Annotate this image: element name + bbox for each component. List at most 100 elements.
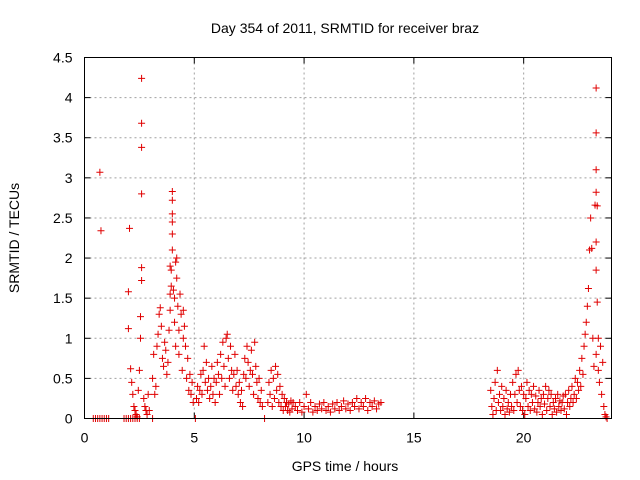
data-point xyxy=(183,374,191,382)
data-point xyxy=(157,322,165,330)
data-point xyxy=(276,382,284,390)
data-point xyxy=(526,406,534,414)
data-point xyxy=(250,390,258,398)
data-point xyxy=(532,392,540,400)
data-point xyxy=(151,390,159,398)
y-tick-label: 4 xyxy=(65,90,73,106)
data-point xyxy=(221,382,229,390)
data-point xyxy=(593,298,601,306)
data-point xyxy=(212,378,220,386)
chart-title: Day 354 of 2011, SRMTID for receiver bra… xyxy=(211,20,479,36)
data-point xyxy=(201,378,209,386)
x-tick-label: 15 xyxy=(406,430,422,446)
data-point xyxy=(560,405,568,413)
y-axis-label: SRMTID / TECUs xyxy=(6,183,22,293)
data-point xyxy=(313,406,321,414)
data-point xyxy=(240,370,248,378)
y-tick-label: 4.5 xyxy=(53,50,73,66)
data-point xyxy=(211,398,219,406)
data-point xyxy=(362,394,370,402)
data-point xyxy=(166,306,174,314)
data-point xyxy=(124,325,132,333)
data-point xyxy=(270,394,278,402)
y-tick-label: 2.5 xyxy=(53,210,73,226)
data-point xyxy=(268,402,276,410)
data-point xyxy=(138,277,146,285)
data-point xyxy=(597,342,605,350)
data-point xyxy=(592,350,600,358)
data-point xyxy=(187,390,195,398)
data-point xyxy=(592,84,600,92)
data-point xyxy=(180,322,188,330)
data-point xyxy=(266,390,274,398)
data-point xyxy=(213,358,221,366)
data-point xyxy=(565,386,573,394)
data-point xyxy=(97,227,105,235)
data-point xyxy=(342,405,350,413)
data-point xyxy=(496,390,504,398)
data-point xyxy=(364,406,372,414)
data-point xyxy=(594,366,602,374)
data-point xyxy=(168,210,176,218)
data-point xyxy=(571,374,579,382)
data-point xyxy=(133,413,141,421)
data-point xyxy=(278,390,286,398)
data-point xyxy=(152,382,160,390)
data-point xyxy=(582,318,590,326)
data-point xyxy=(195,398,203,406)
data-point xyxy=(173,274,181,282)
data-point xyxy=(128,378,136,386)
data-point xyxy=(168,187,176,195)
data-point xyxy=(231,350,239,358)
data-point xyxy=(140,394,148,402)
data-point xyxy=(509,378,517,386)
data-point xyxy=(194,382,202,390)
data-point xyxy=(166,290,174,298)
data-point xyxy=(149,374,157,382)
data-point xyxy=(600,402,608,410)
data-point xyxy=(136,313,144,321)
data-point xyxy=(165,326,173,334)
data-point xyxy=(302,390,310,398)
data-points xyxy=(89,74,611,422)
data-point xyxy=(578,354,586,362)
data-point xyxy=(552,394,560,402)
y-tick-labels: 0 0.5 1 1.5 2 2.5 3 3.5 4 4.5 xyxy=(53,50,73,427)
data-point xyxy=(502,386,510,394)
data-point xyxy=(269,374,277,382)
data-point xyxy=(326,408,334,416)
data-point xyxy=(154,330,162,338)
data-point xyxy=(519,406,527,414)
data-point xyxy=(169,286,177,294)
y-tick-label: 3 xyxy=(65,170,73,186)
data-point xyxy=(200,342,208,350)
data-point xyxy=(174,302,182,310)
data-point xyxy=(199,366,207,374)
data-point xyxy=(168,218,176,226)
data-point xyxy=(293,406,301,414)
data-point xyxy=(536,402,544,410)
data-point xyxy=(143,410,151,418)
data-point xyxy=(337,402,345,410)
data-point xyxy=(184,354,192,362)
data-point xyxy=(527,390,535,398)
data-point xyxy=(351,402,359,410)
data-point xyxy=(541,400,549,408)
data-point xyxy=(289,398,297,406)
data-point xyxy=(368,402,376,410)
data-point xyxy=(172,258,180,266)
data-point xyxy=(501,410,509,418)
data-point xyxy=(247,346,255,354)
data-point xyxy=(138,119,146,127)
data-point xyxy=(510,406,518,414)
data-point xyxy=(511,390,519,398)
data-point xyxy=(220,362,228,370)
data-point xyxy=(163,370,171,378)
data-point xyxy=(514,366,522,374)
data-point xyxy=(254,394,262,402)
x-axis-label: GPS time / hours xyxy=(292,458,399,474)
y-tick-label: 0 xyxy=(65,411,73,427)
data-point xyxy=(256,398,264,406)
data-point xyxy=(602,413,610,421)
data-point xyxy=(523,378,531,386)
